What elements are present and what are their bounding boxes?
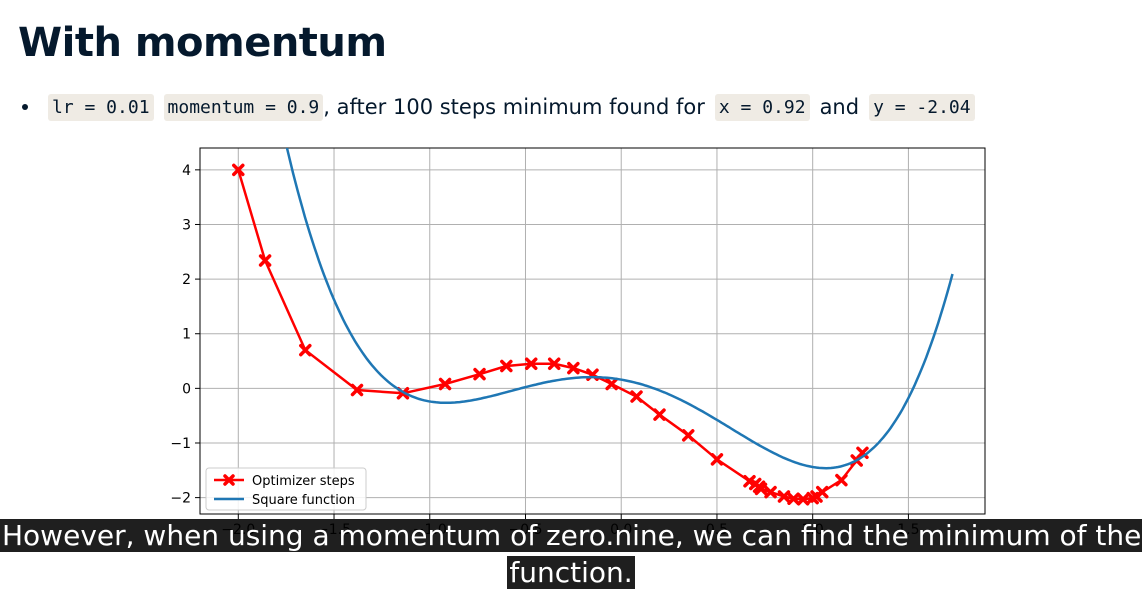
bullet-text-and: and [819, 95, 860, 119]
optimizer-step-marker [743, 474, 756, 488]
optimizer-step-marker [258, 254, 272, 267]
optimizer-step-marker [232, 163, 245, 177]
code-momentum: momentum = 0.9 [163, 93, 324, 121]
y-tick-label: −1 [170, 436, 191, 452]
code-y: y = -2.04 [869, 93, 975, 121]
optimizer-step-marker [681, 429, 695, 442]
optimizer-step-marker [547, 357, 561, 371]
optimizer-step-marker [500, 359, 513, 373]
optimizer-step-marker [777, 490, 791, 503]
code-lr: lr = 0.01 [48, 93, 154, 121]
optimizer-step-marker [796, 493, 810, 506]
optimizer-step-marker [816, 485, 829, 499]
y-tick-label: −2 [170, 491, 191, 507]
optimizer-step-marker [299, 343, 312, 357]
optimizer-step-marker [605, 377, 618, 391]
optimizer-chart: −2.0−1.5−1.0−0.50.00.51.01.5−2−101234Opt… [170, 147, 986, 538]
legend-marker-optimizer [223, 474, 235, 486]
optimizer-step-marker [567, 361, 580, 375]
bullet-dot [22, 104, 28, 110]
y-tick-label: 4 [182, 163, 191, 179]
optimizer-step-marker [438, 377, 452, 391]
y-tick-label: 1 [182, 327, 191, 343]
optimizer-step-marker [630, 390, 643, 403]
optimizer-step-marker [524, 357, 538, 371]
y-tick-label: 3 [182, 217, 191, 233]
plot-area [232, 148, 954, 506]
subtitle-caption: However, when using a momentum of zero.n… [0, 517, 1142, 591]
y-tick-label: 2 [182, 272, 191, 288]
optimizer-step-marker [653, 408, 666, 421]
optimizer-step-marker [764, 485, 777, 499]
square-function-line [285, 148, 954, 470]
bullet-line: lr = 0.01 momentum = 0.9 , after 100 ste… [20, 90, 975, 124]
y-tick-label: 0 [182, 381, 191, 397]
plot-frame [199, 147, 986, 515]
bullet-text-after: , after 100 steps minimum found for [323, 95, 705, 119]
legend-label-optimizer: Optimizer steps [252, 474, 355, 489]
optimizer-step-marker [787, 492, 800, 505]
optimizer-step-marker [754, 482, 768, 496]
optimizer-step-marker [473, 367, 486, 381]
slide-title: With momentum [18, 20, 387, 66]
optimizer-step-marker [710, 453, 724, 466]
code-x: x = 0.92 [714, 93, 810, 121]
chart-container: −2.0−1.5−1.0−0.50.00.51.01.5−2−101234Opt… [160, 140, 1000, 580]
legend-box [205, 467, 367, 511]
optimizer-step-marker [835, 473, 848, 487]
legend-label-function: Square function [252, 493, 355, 508]
caption-text: However, when using a momentum of zero.n… [0, 519, 1142, 589]
optimizer-step-marker [350, 383, 364, 397]
